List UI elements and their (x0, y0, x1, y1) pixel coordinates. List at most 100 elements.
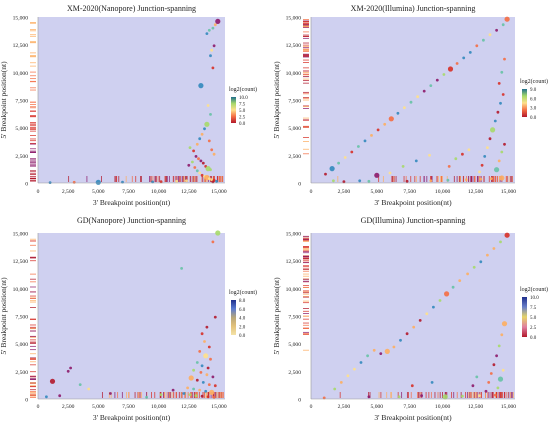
data-point (376, 128, 380, 132)
data-point (451, 285, 455, 289)
data-point (458, 279, 462, 282)
data-point (198, 388, 202, 392)
data-point (384, 348, 390, 354)
color-scale-bar (231, 300, 236, 335)
data-point (353, 367, 356, 371)
legend-tick-label: 4.0 (239, 317, 246, 322)
data-point (366, 354, 369, 358)
data-point (471, 384, 475, 388)
data-point (496, 110, 500, 114)
data-point (159, 180, 163, 184)
data-point (475, 375, 479, 379)
data-point (493, 393, 497, 397)
data-point (205, 32, 209, 35)
data-point (374, 172, 380, 178)
data-point (145, 395, 149, 399)
data-point (358, 179, 362, 183)
legend-tick-label: 0.0 (530, 336, 537, 341)
data-point (211, 240, 215, 244)
data-point (475, 44, 479, 48)
data-point (206, 395, 210, 399)
legend-tick-label: 0.0 (530, 116, 537, 121)
data-point (446, 178, 450, 182)
data-point (195, 169, 199, 173)
data-point (209, 389, 215, 395)
legend-tick-label: 6.0 (239, 308, 246, 313)
data-point (396, 111, 400, 115)
data-point (428, 153, 431, 157)
data-point (200, 132, 204, 136)
data-point (332, 179, 335, 183)
data-point (213, 384, 217, 388)
data-point (490, 127, 496, 133)
data-point (442, 394, 448, 400)
data-point (78, 383, 82, 386)
data-point (403, 106, 406, 110)
data-point (461, 152, 464, 156)
legend-title: log2(count) (520, 286, 548, 293)
plot-area (38, 233, 225, 399)
data-point (195, 142, 199, 146)
y-rug-strip (30, 238, 36, 398)
data-point (483, 155, 487, 158)
data-point (399, 338, 402, 342)
data-point (200, 364, 204, 368)
data-point (499, 175, 505, 181)
y-tick-label: 5,000 (15, 126, 28, 132)
data-point (69, 366, 72, 370)
data-point (192, 149, 196, 153)
x-tick-label: 15,000 (211, 404, 227, 410)
y-tick-label: 7,500 (288, 99, 301, 105)
data-point (501, 321, 508, 327)
data-point (501, 368, 505, 372)
data-point (346, 374, 350, 378)
y-tick-label: 10,000 (13, 71, 29, 77)
data-point (95, 179, 101, 185)
data-point (200, 173, 204, 177)
y-rug-strip (30, 22, 36, 182)
data-point (49, 378, 56, 384)
color-scale-bar (522, 297, 527, 337)
data-point (193, 166, 197, 169)
legend-tick-label: 7.5 (530, 306, 537, 311)
data-point (472, 265, 476, 269)
chart-title: GD(Illumina) Junction-spanning (361, 216, 466, 225)
data-point (195, 378, 199, 382)
y-axis-label: 5' Breakpoint position(nt) (0, 277, 8, 355)
data-point (383, 122, 387, 126)
data-point (504, 16, 510, 22)
data-point (430, 381, 434, 384)
y-axis-label: 5' Breakpoint position(nt) (272, 277, 281, 355)
x-tick-label: 10,000 (435, 189, 451, 195)
data-point (206, 104, 210, 107)
color-scale-bar (522, 89, 527, 117)
data-point (66, 369, 70, 373)
data-point (489, 177, 493, 181)
y-tick-label: 10,000 (286, 287, 302, 293)
data-point (372, 348, 376, 352)
data-point (210, 48, 214, 52)
data-point (204, 121, 210, 127)
data-point (201, 161, 205, 165)
legend-tick-label: 5.0 (239, 109, 246, 114)
data-point (425, 312, 429, 316)
data-point (210, 178, 214, 182)
y-tick-label: 12,500 (286, 43, 302, 49)
y-tick-label: 0 (298, 182, 301, 188)
x-axis-label: 3' Breakpoint position(nt) (93, 413, 171, 422)
y-tick-label: 0 (298, 398, 301, 404)
data-point (205, 325, 209, 329)
legend-tick-label: 0.0 (239, 334, 246, 339)
data-point (213, 23, 217, 27)
data-point (186, 386, 190, 390)
data-point (180, 267, 184, 270)
data-point (466, 272, 469, 276)
y-tick-label: 15,000 (13, 232, 29, 238)
data-point (58, 394, 62, 398)
data-point (207, 139, 211, 143)
data-point (209, 357, 212, 361)
y-tick-label: 2,500 (288, 154, 301, 160)
data-point (188, 375, 194, 381)
x-tick-label: 0 (310, 404, 313, 410)
data-point (339, 381, 343, 384)
